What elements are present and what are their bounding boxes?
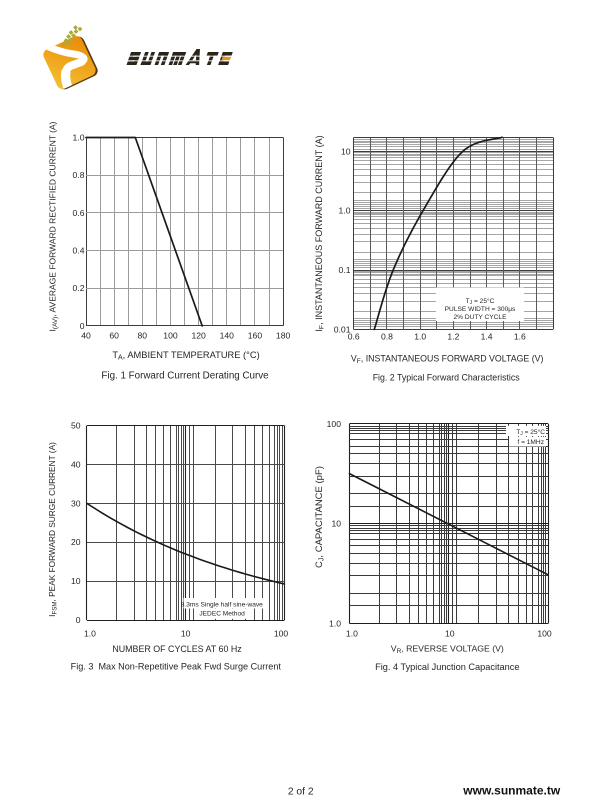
svg-text:1.0: 1.0 bbox=[73, 132, 85, 142]
svg-text:Fig. 2 Typical Forward Charact: Fig. 2 Typical Forward Characteristics bbox=[373, 372, 521, 382]
svg-text:I(AV), AVERAGE FORWARD RECTIFI: I(AV), AVERAGE FORWARD RECTIFIED CURRENT… bbox=[48, 121, 60, 331]
svg-text:Fig. 1 Forward Current Deratin: Fig. 1 Forward Current Derating Curve bbox=[101, 371, 269, 382]
svg-text:1.0: 1.0 bbox=[339, 206, 351, 216]
svg-text:10: 10 bbox=[445, 628, 455, 638]
svg-text:10: 10 bbox=[181, 628, 191, 638]
svg-text:PULSE WIDTH = 300μs: PULSE WIDTH = 300μs bbox=[445, 306, 516, 313]
svg-text:10: 10 bbox=[71, 576, 81, 586]
svg-text:TJ = 25°C: TJ = 25°C bbox=[516, 428, 545, 437]
svg-text:140: 140 bbox=[220, 331, 235, 341]
svg-text:0.8: 0.8 bbox=[381, 331, 393, 341]
svg-text:CJ, CAPACITANCE (pF): CJ, CAPACITANCE (pF) bbox=[314, 466, 326, 568]
svg-text:Fig. 3 Max Non-Repetitive Pea: Fig. 3 Max Non-Repetitive Peak Fwd Surge… bbox=[71, 662, 282, 672]
svg-text:1.0: 1.0 bbox=[329, 618, 341, 628]
svg-text:100: 100 bbox=[537, 628, 552, 638]
svg-text:0.4: 0.4 bbox=[73, 245, 85, 255]
svg-text:8.3ms Single half sine-wave: 8.3ms Single half sine-wave bbox=[181, 602, 263, 609]
svg-text:10: 10 bbox=[341, 146, 351, 156]
svg-text:IFSM, PEAK FORWARD SURGE CURRE: IFSM, PEAK FORWARD SURGE CURRENT (A) bbox=[47, 442, 59, 617]
svg-text:VR, REVERSE VOLTAGE (V): VR, REVERSE VOLTAGE (V) bbox=[391, 643, 504, 655]
svg-text:1.0: 1.0 bbox=[414, 331, 426, 341]
svg-text:0.2: 0.2 bbox=[73, 283, 85, 293]
svg-text:TA, AMBIENT TEMPERATURE (°C): TA, AMBIENT TEMPERATURE (°C) bbox=[112, 350, 259, 362]
svg-text:50: 50 bbox=[71, 421, 81, 431]
svg-text:40: 40 bbox=[71, 459, 81, 469]
svg-text:NUMBER OF CYCLES AT 60 Hz: NUMBER OF CYCLES AT 60 Hz bbox=[112, 644, 241, 654]
svg-text:120: 120 bbox=[191, 331, 206, 341]
svg-text:60: 60 bbox=[109, 331, 119, 341]
svg-text:2% DUTY CYCLE: 2% DUTY CYCLE bbox=[453, 314, 507, 321]
svg-text:f = 1MHz: f = 1MHz bbox=[517, 439, 544, 446]
svg-text:0.6: 0.6 bbox=[348, 331, 360, 341]
svg-text:1.0: 1.0 bbox=[346, 628, 358, 638]
svg-text:0.1: 0.1 bbox=[339, 265, 351, 275]
svg-text:100: 100 bbox=[163, 331, 178, 341]
svg-text:160: 160 bbox=[248, 331, 263, 341]
svg-text:JEDEC Method: JEDEC Method bbox=[199, 611, 245, 618]
svg-text:40: 40 bbox=[81, 331, 91, 341]
svg-text:0.8: 0.8 bbox=[73, 170, 85, 180]
svg-text:30: 30 bbox=[71, 498, 81, 508]
svg-text:20: 20 bbox=[71, 537, 81, 547]
svg-text:0: 0 bbox=[80, 321, 85, 331]
svg-text:1.4: 1.4 bbox=[481, 331, 493, 341]
svg-text:1.6: 1.6 bbox=[514, 331, 526, 341]
svg-text:100: 100 bbox=[274, 628, 289, 638]
svg-text:0.01: 0.01 bbox=[334, 324, 351, 334]
svg-text:0: 0 bbox=[76, 615, 81, 625]
svg-text:100: 100 bbox=[327, 419, 342, 429]
svg-text:Fig. 4 Typical Junction Capaci: Fig. 4 Typical Junction Capacitance bbox=[375, 662, 519, 672]
svg-text:80: 80 bbox=[138, 331, 148, 341]
svg-text:1.2: 1.2 bbox=[447, 331, 459, 341]
svg-text:10: 10 bbox=[331, 519, 341, 529]
svg-text:IF, INSTANTANEOUS FORWARD CURR: IF, INSTANTANEOUS FORWARD CURRENT (A) bbox=[314, 135, 326, 331]
svg-text:0.6: 0.6 bbox=[73, 208, 85, 218]
svg-text:180: 180 bbox=[276, 331, 291, 341]
svg-text:www.sunmate.tw: www.sunmate.tw bbox=[462, 784, 561, 798]
svg-text:TJ = 25°C: TJ = 25°C bbox=[466, 297, 495, 306]
svg-text:2 of 2: 2 of 2 bbox=[288, 786, 314, 797]
svg-text:VF, INSTANTANEOUS FORWARD VOLT: VF, INSTANTANEOUS FORWARD VOLTAGE (V) bbox=[351, 354, 544, 366]
svg-text:1.0: 1.0 bbox=[84, 628, 96, 638]
